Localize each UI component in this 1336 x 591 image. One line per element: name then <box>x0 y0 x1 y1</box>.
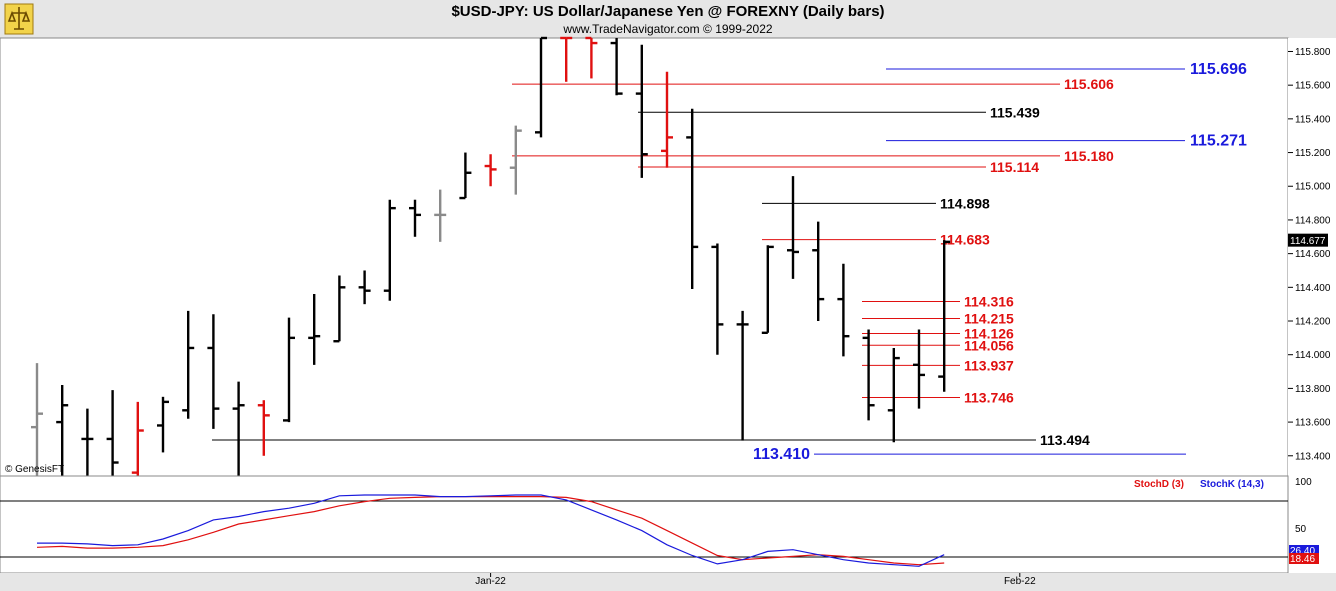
ohlc-bar <box>56 385 69 476</box>
ohlc-bar <box>812 221 825 322</box>
price-axis <box>1288 38 1336 476</box>
level-label-114-126: 114.126 <box>964 325 1014 341</box>
ohlc-bar <box>81 408 94 476</box>
ohlc-bar <box>207 314 220 429</box>
price-panel <box>0 37 1289 477</box>
level-label-115-696: 115.696 <box>1190 61 1247 78</box>
ohlc-bar <box>585 36 598 79</box>
ohlc-bar <box>232 381 245 476</box>
price-tick-label: 115.400 <box>1295 114 1331 125</box>
chart-header: $USD-JPY: US Dollar/Japanese Yen @ FOREX… <box>0 0 1336 39</box>
trade-navigator-logo-icon <box>4 3 34 35</box>
ohlc-bar <box>887 347 900 443</box>
ohlc-bar <box>131 401 144 476</box>
ohlc-bar <box>711 243 724 355</box>
ohlc-bar <box>560 36 573 82</box>
stochk-value-tag <box>1289 545 1319 556</box>
price-tick-label: 113.400 <box>1295 451 1331 462</box>
ohlc-bar <box>257 400 270 456</box>
date-axis <box>0 573 1336 591</box>
ohlc-bar <box>938 240 951 392</box>
ohlc-bar <box>383 199 396 301</box>
stoch-tick-100: 100 <box>1295 477 1312 488</box>
ohlc-bar <box>837 263 850 357</box>
level-label-113-937: 113.937 <box>964 357 1014 373</box>
genesis-watermark: © GenesisFT <box>5 464 64 475</box>
stoch-tick-50: 50 <box>1295 524 1307 535</box>
ohlc-bar <box>484 154 497 187</box>
chart-subtitle: www.TradeNavigator.com © 1999-2022 <box>563 22 773 36</box>
ohlc-bar <box>106 390 119 476</box>
ohlc-bar <box>283 317 295 423</box>
ohlc-bar <box>913 329 925 409</box>
price-tick-label: 114.000 <box>1295 350 1331 361</box>
level-label-114-316: 114.316 <box>964 293 1014 309</box>
last-price-label: 114.677 <box>1290 236 1326 247</box>
stochd-value-tag <box>1289 553 1319 564</box>
ohlc-bar <box>736 310 749 441</box>
chart-title: $USD-JPY: US Dollar/Japanese Yen @ FOREX… <box>451 3 885 20</box>
stochd-legend: StochD (3) <box>1134 479 1184 490</box>
ohlc-bar <box>761 245 774 335</box>
level-label-115-271: 115.271 <box>1190 133 1247 150</box>
stochd-line <box>36 496 945 566</box>
ohlc-bar <box>157 396 169 453</box>
stochd-value: 18.46 <box>1290 554 1315 565</box>
level-label-115-180: 115.180 <box>1064 148 1114 164</box>
ohlc-bar <box>787 176 799 279</box>
stochk-legend: StochK (14,3) <box>1200 479 1264 490</box>
stochk-value: 26.40 <box>1290 546 1315 557</box>
price-tick-label: 115.000 <box>1295 182 1331 193</box>
price-bars <box>31 36 951 476</box>
price-tick-label: 115.200 <box>1295 148 1331 159</box>
level-label-113-410: 113.410 <box>753 446 810 463</box>
date-tick-label: Feb-22 <box>1004 576 1036 587</box>
price-tick-label: 114.800 <box>1295 215 1331 226</box>
price-axis-ticks: 115.800 115.600 115.400 115.200 115.000 114.8… <box>1288 47 1331 462</box>
level-lines: 115.696 115.606 115.439 115.271 115.180 115.1… <box>212 61 1247 463</box>
price-tick-label: 115.800 <box>1295 47 1331 58</box>
ohlc-bar <box>333 275 346 343</box>
ohlc-bar <box>862 329 875 421</box>
ohlc-bar <box>635 44 648 178</box>
price-tick-label: 114.200 <box>1295 317 1331 328</box>
ohlc-bar <box>182 310 195 419</box>
price-tick-label: 115.600 <box>1295 81 1331 92</box>
level-label-113-746: 113.746 <box>964 389 1014 405</box>
ohlc-bar <box>459 152 472 200</box>
level-label-114-683: 114.683 <box>940 232 990 248</box>
price-tick-label: 113.800 <box>1295 384 1331 395</box>
price-tick-label: 114.400 <box>1295 283 1331 294</box>
date-tick-label: Jan-22 <box>475 576 506 587</box>
level-label-114-898: 114.898 <box>940 195 990 211</box>
last-price-tag: 114.677 <box>1288 233 1328 247</box>
level-label-114-215: 114.215 <box>964 310 1014 326</box>
ohlc-bar <box>535 36 547 138</box>
level-label-114-056: 114.056 <box>964 337 1014 353</box>
level-label-115-439: 115.439 <box>990 104 1040 120</box>
ohlc-bar <box>308 294 321 365</box>
stochastic-panel <box>0 475 1289 574</box>
level-label-115-606: 115.606 <box>1064 76 1114 92</box>
ohlc-bar <box>31 363 43 476</box>
ohlc-bar <box>686 108 699 290</box>
ohlc-bar <box>610 38 623 96</box>
ohlc-bar <box>661 71 673 168</box>
ohlc-bar <box>434 189 447 242</box>
price-tick-label: 113.600 <box>1295 418 1331 429</box>
stochk-line <box>37 494 945 567</box>
date-axis-labels: Jan-22 Feb-22 <box>475 573 1036 587</box>
ohlc-bar <box>409 199 421 237</box>
ohlc-bar <box>358 270 371 305</box>
price-tick-label: 114.600 <box>1295 249 1331 260</box>
ohlc-bar <box>509 125 522 195</box>
level-label-115-114: 115.114 <box>990 159 1039 175</box>
level-label-113-494: 113.494 <box>1040 432 1090 448</box>
